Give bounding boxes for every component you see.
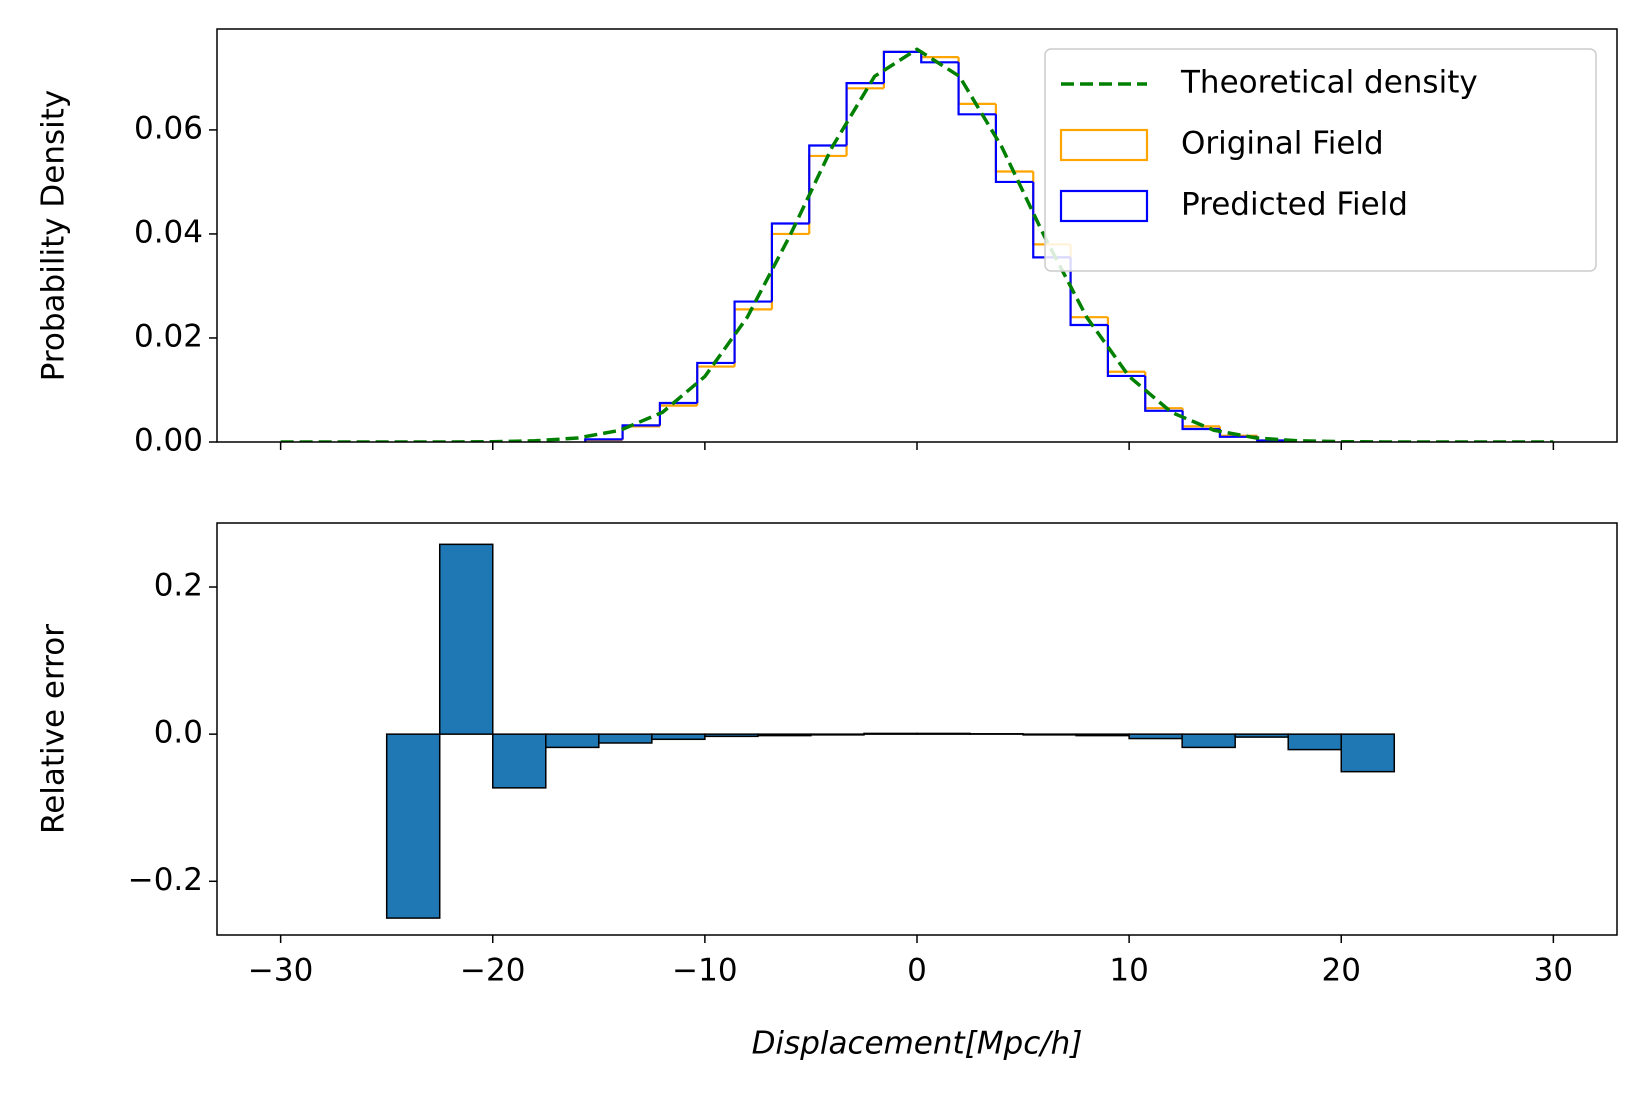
- histogram-step: [696, 365, 735, 406]
- bar: [863, 732, 918, 735]
- histogram-step: [733, 300, 772, 363]
- histogram-step: [733, 308, 772, 367]
- histogram-step: [1144, 371, 1183, 410]
- y-tick-label: 0.06: [134, 110, 203, 146]
- legend-label: Original Field: [1181, 126, 1384, 162]
- axes-frame: [216, 522, 1618, 936]
- bar: [598, 733, 653, 744]
- y-tick-label: 0.2: [154, 568, 203, 604]
- x-axis-label: Displacement[Mpc/h]: [752, 1026, 1083, 1062]
- y-tick-label: −0.2: [128, 862, 203, 898]
- x-tick-label: −20: [460, 953, 525, 989]
- bar: [916, 732, 971, 735]
- histogram-step: [658, 401, 698, 426]
- histogram-step: [1069, 257, 1108, 327]
- histogram-step: [920, 51, 959, 64]
- bar: [810, 733, 865, 736]
- histogram-step: [994, 103, 1034, 173]
- legend-label: Predicted Field: [1181, 187, 1408, 223]
- x-tick-label: 20: [1322, 953, 1361, 989]
- histogram-step: [1106, 324, 1146, 378]
- bar: [704, 733, 759, 738]
- x-tick-label: 10: [1109, 953, 1148, 989]
- bar: [651, 733, 706, 741]
- legend-patch: [1059, 128, 1149, 162]
- bar: [438, 543, 494, 735]
- legend-patch: [1059, 189, 1149, 223]
- histogram-step: [770, 232, 810, 310]
- bar: [492, 733, 547, 789]
- histogram-step: [808, 154, 847, 234]
- y-axis-label: Relative error: [36, 624, 72, 834]
- legend-box: [1044, 48, 1597, 272]
- y-axis-label: Probability Density: [36, 90, 72, 382]
- plot-area: [385, 543, 1396, 919]
- histogram-step: [696, 361, 735, 403]
- y-tick-label: 0.02: [134, 318, 203, 354]
- histogram-step: [584, 438, 623, 442]
- histogram-step: [845, 87, 884, 156]
- x-tick-label: −30: [248, 953, 313, 989]
- histogram-step: [621, 424, 660, 440]
- x-tick-label: 0: [907, 953, 927, 989]
- bar: [1287, 733, 1342, 751]
- bar: [1234, 733, 1289, 738]
- x-tick-label: −10: [672, 953, 737, 989]
- axes-frame: [216, 28, 1618, 443]
- legend-label: Theoretical density: [1180, 65, 1478, 101]
- histogram-step: [882, 50, 922, 84]
- y-tick-label: 0.0: [154, 715, 203, 751]
- bar: [1181, 733, 1236, 749]
- bar: [385, 733, 441, 919]
- histogram-step: [957, 57, 996, 106]
- x-tick-label: 30: [1534, 953, 1573, 989]
- bar: [545, 733, 600, 749]
- bar: [757, 733, 812, 737]
- y-tick-label: 0.00: [134, 423, 203, 459]
- bar: [1340, 733, 1396, 773]
- y-tick-label: 0.04: [134, 214, 203, 250]
- bar: [1075, 733, 1130, 737]
- histogram-step: [1106, 317, 1146, 373]
- histogram-step: [1144, 375, 1183, 412]
- bar: [1022, 733, 1077, 736]
- bar: [1128, 733, 1183, 740]
